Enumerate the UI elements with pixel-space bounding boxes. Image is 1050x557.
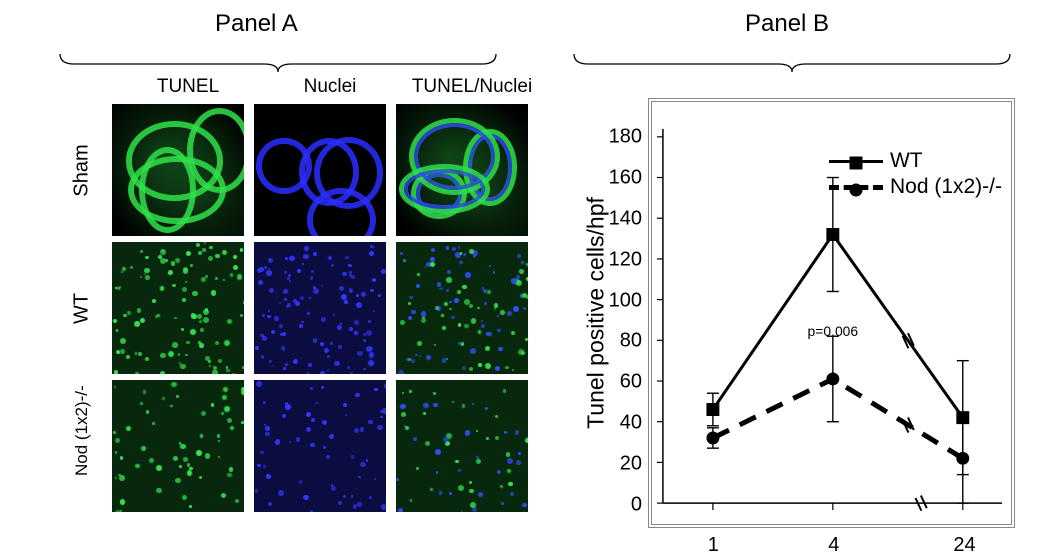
panel-a-grid: Sham WT Nod (1x2)-/- xyxy=(52,104,548,512)
legend-item: WT xyxy=(829,149,1002,173)
chart-y-tick-label: 0 xyxy=(631,494,642,517)
legend-label: WT xyxy=(890,149,923,173)
panel-a-column-label: TUNEL xyxy=(122,76,254,98)
panel-b: Tunel positive cells/hpf p=0.006 WTNod (… xyxy=(570,98,1015,528)
chart-y-tick-label: 60 xyxy=(620,371,642,394)
chart-y-tick-label: 80 xyxy=(620,330,642,353)
panel-a-brace xyxy=(58,52,498,74)
micrograph-cell xyxy=(396,380,528,512)
chart-y-tick-label: 40 xyxy=(620,412,642,435)
chart-x-tick-label: 4 xyxy=(828,534,839,557)
chart-x-tick-label: 1 xyxy=(708,534,719,557)
micrograph-cell xyxy=(112,104,244,236)
legend-item: Nod (1x2)-/- xyxy=(829,175,1002,199)
chart-y-tick-label: 140 xyxy=(609,207,642,230)
legend-label: Nod (1x2)-/- xyxy=(890,175,1002,199)
panel-a: TUNEL Nuclei TUNEL/Nuclei Sham WT Nod (1x2)-… xyxy=(52,76,548,512)
panel-a-column-headers: TUNEL Nuclei TUNEL/Nuclei xyxy=(122,76,548,98)
panel-a-row: Nod (1x2)-/- xyxy=(52,380,548,512)
micrograph-cell xyxy=(112,380,244,512)
chart-legend: WTNod (1x2)-/- xyxy=(829,149,1002,201)
micrograph-cell xyxy=(254,242,386,374)
chart-y-tick-label: 20 xyxy=(620,453,642,476)
panel-a-row-label: Nod (1x2)-/- xyxy=(72,416,92,476)
panel-a-row-label: Sham xyxy=(71,140,94,200)
panel-a-title: Panel A xyxy=(215,10,298,38)
chart-y-tick-label: 100 xyxy=(609,289,642,312)
panel-b-brace xyxy=(572,52,1012,74)
panel-a-row: WT xyxy=(52,242,548,374)
legend-line-sample xyxy=(829,185,883,190)
panel-b-title: Panel B xyxy=(745,10,829,38)
chart-y-axis-label: Tunel positive cells/hpf xyxy=(582,197,609,429)
chart-x-tick-label: 24 xyxy=(953,534,975,557)
chart-y-tick-label: 120 xyxy=(609,248,642,271)
panel-a-column-label: Nuclei xyxy=(264,76,396,98)
chart-frame: p=0.006 WTNod (1x2)-/- 02040608010012014… xyxy=(648,98,1015,528)
figure-container: Panel A Panel B TUNEL Nuclei TUNEL/Nuclei … xyxy=(0,0,1050,556)
legend-line-sample xyxy=(829,160,883,163)
chart-y-tick-label: 160 xyxy=(609,166,642,189)
micrograph-cell xyxy=(112,242,244,374)
micrograph-cell xyxy=(396,104,528,236)
panel-a-column-label: TUNEL/Nuclei xyxy=(406,76,538,98)
micrograph-cell xyxy=(396,242,528,374)
svg-text:p=0.006: p=0.006 xyxy=(808,323,859,339)
panel-a-row: Sham xyxy=(52,104,548,236)
micrograph-cell xyxy=(254,380,386,512)
micrograph-cell xyxy=(254,104,386,236)
panel-a-row-label: WT xyxy=(71,278,94,338)
chart-y-tick-label: 180 xyxy=(609,126,642,149)
